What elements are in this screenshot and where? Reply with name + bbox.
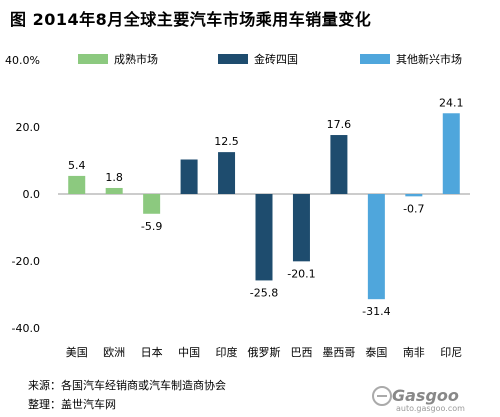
- x-category-label: 印度: [216, 345, 238, 359]
- gasgoo-logo: Gasgoo auto.gasgoo.com: [370, 378, 490, 413]
- legend-swatch: [360, 54, 390, 64]
- bar: [255, 194, 273, 281]
- bar-value-label: -31.4: [362, 305, 390, 318]
- source-note: 来源：各国汽车经销商或汽车制造商协会: [28, 379, 226, 392]
- bar-value-label: -0.7: [403, 202, 424, 215]
- x-category-label: 欧洲: [103, 346, 125, 359]
- y-tick-label: 0.0: [23, 188, 41, 201]
- logo-wordmark: Gasgoo: [392, 386, 459, 405]
- bar-value-label: -5.9: [141, 220, 162, 233]
- bar: [180, 159, 198, 194]
- x-category-label: 美国: [66, 346, 88, 359]
- bar-value-label: 24.1: [439, 96, 464, 109]
- bar: [143, 194, 161, 214]
- x-category-label: 印尼: [440, 346, 462, 359]
- bar-value-label: 12.5: [214, 135, 239, 148]
- bar-value-label: 17.6: [327, 118, 352, 131]
- x-category-label: 中国: [178, 346, 200, 359]
- bar: [405, 194, 423, 197]
- bar: [367, 194, 385, 300]
- x-category-label: 巴西: [290, 346, 312, 359]
- logo-url: auto.gasgoo.com: [396, 404, 465, 413]
- y-tick-label: 40.0%: [5, 54, 40, 67]
- legend-swatch: [218, 54, 248, 64]
- x-category-label: 俄罗斯: [248, 346, 281, 359]
- legend-label: 其他新兴市场: [396, 52, 462, 66]
- bar: [292, 194, 310, 262]
- legend-label: 成熟市场: [114, 52, 158, 66]
- legend-label: 金砖四国: [254, 52, 298, 66]
- bar: [68, 175, 86, 194]
- bar-value-label: 5.4: [68, 159, 86, 172]
- bar-value-label: -20.1: [287, 267, 315, 280]
- y-tick-label: 20.0: [16, 121, 41, 134]
- compiled-by-note: 整理：盖世汽车网: [28, 398, 116, 411]
- bar-value-label: -25.8: [250, 286, 278, 299]
- bar: [105, 187, 123, 194]
- x-category-label: 墨西哥: [322, 346, 355, 359]
- x-category-label: 南非: [403, 346, 425, 359]
- bar: [442, 113, 460, 194]
- x-category-label: 日本: [141, 345, 163, 359]
- legend-swatch: [78, 54, 108, 64]
- bar: [330, 135, 348, 194]
- bar: [218, 152, 236, 194]
- y-tick-label: -40.0: [12, 322, 40, 335]
- y-tick-label: -20.0: [12, 255, 40, 268]
- bar-value-label: 1.8: [105, 171, 123, 184]
- gasgoo-logo-icon: [372, 386, 392, 406]
- x-category-label: 泰国: [365, 345, 387, 359]
- chart-title: 图 2014年8月全球主要汽车市场乘用车销量变化: [10, 10, 372, 29]
